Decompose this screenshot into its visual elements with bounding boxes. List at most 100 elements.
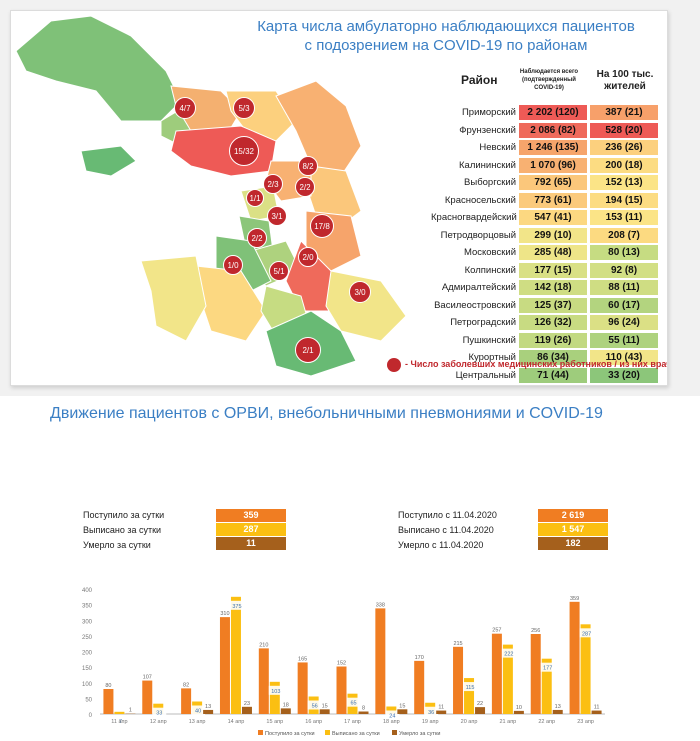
data-label-bg: [152, 707, 167, 717]
data-label: 375: [232, 604, 241, 610]
data-label: 287: [582, 631, 591, 637]
medworker-circle: 2/2: [247, 228, 267, 248]
data-label-bg: [113, 715, 128, 725]
district-total: 2 086 (82): [519, 122, 587, 138]
data-label: 82: [183, 682, 189, 688]
bar-admitted: [297, 662, 308, 714]
medworker-circle: 3/0: [349, 281, 371, 303]
x-tick-label: 18 апр: [383, 719, 400, 725]
district-name: Пушкинский: [462, 334, 516, 346]
district-per100k: 110 (43): [590, 350, 658, 366]
district-name: Выборгский: [464, 177, 516, 189]
district-column-header: Район: [461, 73, 498, 87]
district-row: Красногвардейский 547 (41) 153 (11): [431, 209, 661, 227]
bar-admitted: [142, 680, 153, 714]
bar-died: [591, 710, 602, 714]
map-region-vsevolozhsk-north: [275, 80, 362, 177]
bar-discharged: [230, 596, 241, 714]
district-name: Приморский: [461, 107, 516, 119]
district-per100k: 92 (8): [590, 262, 658, 278]
legend-swatch: [258, 730, 263, 735]
legend-label: Умерло за сутки: [399, 731, 440, 737]
bar-died: [358, 711, 369, 714]
district-name: Петродворцовый: [440, 229, 516, 241]
died-total-label: Умерло с 11.04.2020: [398, 540, 484, 550]
data-label: 18: [283, 702, 289, 708]
bar-admitted: [569, 601, 580, 714]
data-label: 177: [543, 666, 552, 672]
data-label: 80: [105, 683, 111, 689]
discharged-total-label: Выписано с 11.04.2020: [398, 525, 494, 535]
medworker-circle: 17/8: [310, 214, 334, 238]
district-row: Фрунзенский 2 086 (82) 528 (20): [431, 122, 661, 140]
data-label: 256: [531, 628, 540, 634]
district-total: 126 (32): [519, 315, 587, 331]
medworker-circle: 4/7: [174, 97, 196, 119]
y-tick-label: 100: [82, 682, 93, 688]
map-title-line1: Карта числа амбулаторно наблюдающихся па…: [257, 18, 635, 35]
district-per100k: 236 (26): [590, 140, 658, 156]
district-total: 299 (10): [519, 227, 587, 243]
y-tick-label: 300: [82, 619, 93, 625]
district-total: 547 (41): [519, 210, 587, 226]
bar-chart: 0 50 100 150 200 250 300 350 400 80 7 111 апр 107 33 1…: [82, 588, 605, 737]
data-label: 15: [399, 703, 405, 709]
bar-admitted: [181, 688, 192, 714]
district-name: Колпинский: [464, 264, 516, 276]
bar-admitted: [414, 660, 425, 714]
district-per100k: 153 (11): [590, 210, 658, 226]
district-row: Невский 1 246 (135) 236 (26): [431, 139, 661, 157]
district-per100k: 55 (11): [590, 332, 658, 348]
data-label: 152: [337, 661, 346, 667]
bar-discharged: [386, 706, 397, 714]
data-label: 103: [271, 689, 280, 695]
data-label: 65: [350, 701, 356, 707]
x-tick-label: 16 апр: [305, 719, 322, 725]
died-value: 11: [216, 537, 286, 550]
per100k-column-header: На 100 тыс. жителей: [591, 69, 659, 93]
data-label-bg: [268, 685, 283, 695]
bar-died: [280, 708, 291, 714]
x-tick-label: 17 апр: [344, 719, 361, 725]
data-label: 15: [322, 703, 328, 709]
bar-died: [513, 710, 524, 714]
legend-label: Выписано за сутки: [332, 731, 380, 737]
district-name: Московский: [463, 247, 516, 259]
x-tick-label: 14 апр: [228, 719, 245, 725]
district-name: Курортный: [468, 352, 516, 364]
medworker-circle: 2/2: [295, 177, 315, 197]
district-per100k: 96 (24): [590, 315, 658, 331]
discharged-label: Выписано за сутки: [83, 525, 162, 535]
district-total: 2 202 (120): [519, 105, 587, 121]
district-total: 285 (48): [519, 245, 587, 261]
legend-label: Поступило за сутки: [265, 731, 315, 737]
discharged-total-value: 1 547: [538, 523, 608, 536]
district-row: Красносельский 773 (61) 194 (15): [431, 192, 661, 210]
x-tick-label: 11 апр: [111, 719, 127, 725]
district-total: 792 (65): [519, 175, 587, 191]
district-name: Красносельский: [444, 194, 516, 206]
bar-admitted: [336, 666, 347, 714]
medworker-circle: 2/1: [295, 337, 321, 363]
x-tick-label: 23 апр: [577, 719, 594, 725]
y-tick-label: 50: [85, 697, 92, 703]
district-table: Приморский 2 202 (120) 387 (21) Фрунзенский…: [431, 104, 661, 386]
medworker-circle: 1/1: [246, 189, 264, 207]
y-tick-label: 0: [89, 713, 93, 719]
map-region-frunzensky: [285, 240, 332, 312]
x-tick-label: 19 апр: [422, 719, 439, 725]
district-per100k: 13 (13): [590, 385, 658, 386]
data-label: 310: [220, 611, 229, 617]
bar-admitted: [258, 648, 269, 714]
bar-died: [475, 707, 486, 714]
data-label: 33: [156, 711, 162, 717]
bar-admitted: [491, 633, 502, 714]
admitted-total-label: Поступило с 11.04.2020: [398, 510, 497, 520]
data-label: 13: [555, 704, 561, 710]
district-total: 45 (45): [519, 385, 587, 386]
district-name: Адмиралтейский: [441, 282, 516, 294]
district-name: Невский: [479, 142, 516, 154]
data-label: 22: [477, 701, 483, 707]
district-total: 1 070 (96): [519, 157, 587, 173]
district-name: Фрунзенский: [459, 124, 516, 136]
